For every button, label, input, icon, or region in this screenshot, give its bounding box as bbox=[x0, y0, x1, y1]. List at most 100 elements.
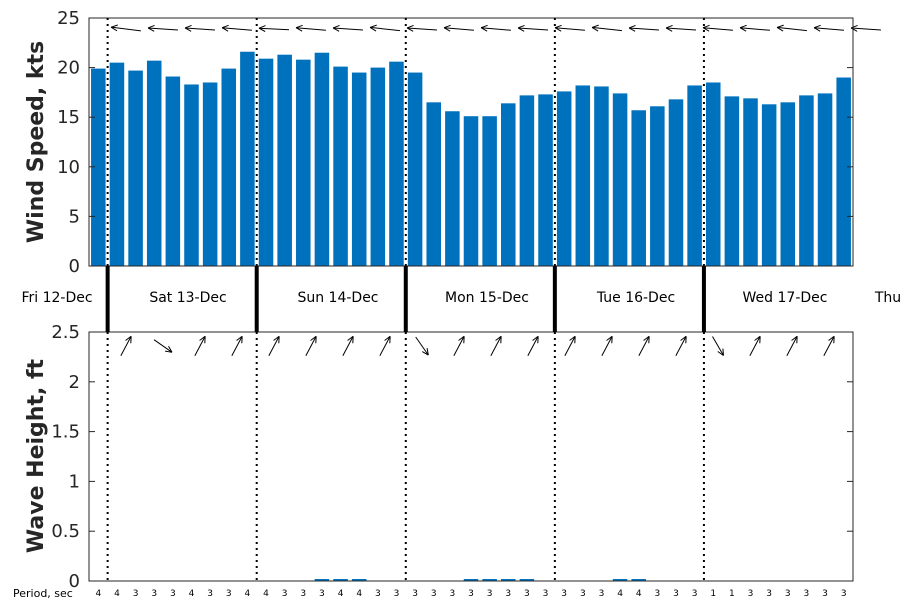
bar bbox=[426, 102, 441, 266]
bar bbox=[556, 91, 572, 267]
period-value: 3 bbox=[375, 589, 381, 599]
bar bbox=[351, 579, 367, 581]
y-tick-label: 1.5 bbox=[51, 422, 80, 443]
day-label: Fri 12-Dec bbox=[21, 290, 92, 306]
wind-arrow bbox=[777, 26, 807, 32]
bar bbox=[612, 93, 628, 266]
bar bbox=[501, 103, 516, 266]
wind-direction-arrows bbox=[110, 24, 881, 32]
period-value: 3 bbox=[487, 589, 493, 599]
period-value: 4 bbox=[636, 589, 642, 599]
wave-arrow bbox=[231, 336, 243, 356]
bar bbox=[296, 59, 311, 266]
bar bbox=[631, 579, 646, 581]
wind-arrow bbox=[851, 27, 881, 31]
period-value: 3 bbox=[654, 589, 660, 599]
period-value: 3 bbox=[524, 589, 530, 599]
wind-arrow bbox=[296, 27, 326, 31]
bar bbox=[277, 54, 292, 267]
wind-y-ticks: 0 5 10 15 20 25 bbox=[57, 8, 853, 277]
bar bbox=[501, 579, 516, 581]
period-value: 3 bbox=[468, 589, 474, 599]
y-tick-label: 0.5 bbox=[51, 521, 80, 542]
y-tick-label: 20 bbox=[57, 58, 80, 79]
wave-arrow bbox=[527, 336, 539, 356]
wind-arrow-head bbox=[554, 24, 562, 32]
wave-plot-area bbox=[89, 332, 853, 581]
period-value: 3 bbox=[561, 589, 567, 599]
bar bbox=[482, 579, 497, 581]
wave-arrow-head bbox=[384, 335, 391, 344]
wind-arrow-head bbox=[295, 24, 303, 32]
wave-arrow bbox=[749, 336, 761, 356]
wave-arrow bbox=[675, 336, 687, 356]
y-tick-label: 2.5 bbox=[51, 322, 80, 343]
bar bbox=[724, 96, 740, 266]
wave-height-panel: 0 0.5 1 1.5 2 2.5 Wave Height, ft bbox=[24, 322, 854, 592]
bar bbox=[575, 85, 591, 267]
period-value: 3 bbox=[841, 589, 847, 599]
y-tick-label: 0 bbox=[69, 571, 80, 592]
wind-arrow bbox=[592, 26, 622, 32]
wave-arrow-head bbox=[569, 335, 576, 344]
period-value: 3 bbox=[151, 589, 157, 599]
y-tick-label: 10 bbox=[57, 157, 80, 178]
period-value: 4 bbox=[95, 589, 101, 599]
wind-arrow bbox=[148, 27, 178, 31]
wave-arrow-head bbox=[680, 335, 687, 344]
wave-arrow bbox=[823, 336, 835, 356]
wind-arrow-head bbox=[221, 24, 229, 32]
bar bbox=[761, 104, 777, 266]
wind-arrow bbox=[407, 27, 437, 31]
wave-arrow bbox=[268, 336, 280, 356]
bar bbox=[519, 579, 535, 581]
wave-axes-box bbox=[88, 331, 854, 582]
wave-arrow-head bbox=[754, 335, 761, 344]
bar bbox=[612, 579, 628, 581]
wave-arrow bbox=[601, 336, 613, 356]
bar bbox=[780, 102, 796, 266]
wave-arrow bbox=[415, 336, 429, 356]
y-tick-label: 25 bbox=[57, 8, 80, 29]
period-value: 3 bbox=[748, 589, 754, 599]
wind-arrow-head bbox=[443, 24, 451, 32]
period-value: 4 bbox=[338, 589, 344, 599]
wave-arrow bbox=[786, 336, 798, 356]
y-tick-label: 0 bbox=[69, 256, 80, 277]
period-value: 3 bbox=[431, 589, 437, 599]
wind-arrow-head bbox=[813, 24, 821, 32]
bar bbox=[817, 93, 833, 266]
y-tick-label: 2 bbox=[69, 372, 80, 393]
wave-arrow-head bbox=[125, 335, 132, 344]
wave-direction-arrows bbox=[120, 335, 835, 356]
period-value: 3 bbox=[804, 589, 810, 599]
period-value: 4 bbox=[245, 589, 251, 599]
bar bbox=[258, 58, 274, 267]
wave-arrow-head bbox=[236, 335, 243, 344]
period-value: 3 bbox=[300, 589, 306, 599]
period-value: 3 bbox=[599, 589, 605, 599]
wave-y-axis-title: Wave Height, ft bbox=[24, 358, 49, 553]
bar bbox=[184, 84, 199, 267]
y-tick-label: 1 bbox=[69, 471, 80, 492]
day-dividers bbox=[105, 18, 706, 581]
bar bbox=[146, 60, 162, 266]
wind-axes-box bbox=[88, 17, 854, 267]
wind-arrow bbox=[258, 27, 290, 31]
wave-arrow-head bbox=[495, 335, 502, 344]
wind-arrow-head bbox=[628, 24, 636, 32]
wind-speed-panel: 0 5 10 15 20 25 Wind Speed, kts bbox=[24, 8, 881, 277]
wind-arrow-head bbox=[480, 24, 488, 32]
wind-arrow bbox=[555, 27, 585, 31]
wind-arrow-head bbox=[110, 24, 118, 32]
wave-arrow bbox=[453, 336, 465, 356]
period-value: 3 bbox=[505, 589, 511, 599]
wave-arrow-head bbox=[310, 335, 317, 344]
bar bbox=[109, 62, 125, 266]
y-tick-label: 5 bbox=[69, 206, 80, 227]
wave-bars bbox=[314, 579, 646, 581]
period-value: 3 bbox=[580, 589, 586, 599]
wind-arrow-head bbox=[406, 24, 414, 32]
wind-arrow bbox=[703, 27, 733, 31]
